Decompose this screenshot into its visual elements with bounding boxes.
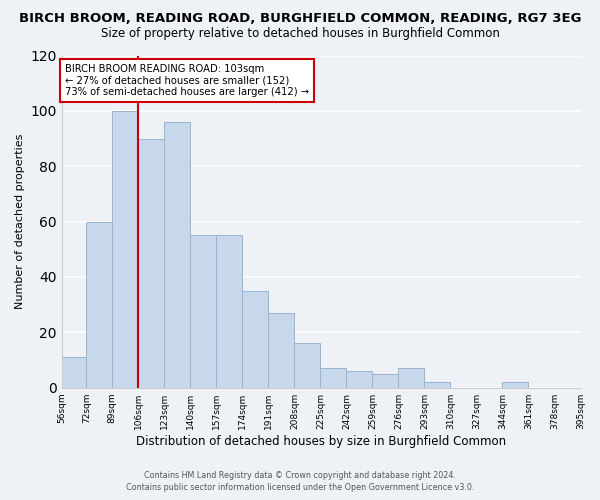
Bar — [502, 382, 529, 388]
Bar — [86, 222, 112, 388]
Bar — [217, 236, 242, 388]
Bar — [346, 371, 373, 388]
Bar — [242, 291, 268, 388]
Bar — [268, 313, 295, 388]
Text: Size of property relative to detached houses in Burghfield Common: Size of property relative to detached ho… — [101, 28, 499, 40]
Bar — [295, 344, 320, 388]
Bar — [373, 374, 398, 388]
Bar — [112, 111, 138, 388]
Bar — [424, 382, 451, 388]
Y-axis label: Number of detached properties: Number of detached properties — [15, 134, 25, 310]
Bar — [190, 236, 217, 388]
Text: BIRCH BROOM, READING ROAD, BURGHFIELD COMMON, READING, RG7 3EG: BIRCH BROOM, READING ROAD, BURGHFIELD CO… — [19, 12, 581, 26]
X-axis label: Distribution of detached houses by size in Burghfield Common: Distribution of detached houses by size … — [136, 434, 506, 448]
Bar — [138, 138, 164, 388]
Bar — [62, 358, 86, 388]
Bar — [320, 368, 346, 388]
Text: BIRCH BROOM READING ROAD: 103sqm
← 27% of detached houses are smaller (152)
73% : BIRCH BROOM READING ROAD: 103sqm ← 27% o… — [65, 64, 309, 97]
Text: Contains HM Land Registry data © Crown copyright and database right 2024.
Contai: Contains HM Land Registry data © Crown c… — [126, 471, 474, 492]
Bar — [164, 122, 190, 388]
Bar — [398, 368, 424, 388]
